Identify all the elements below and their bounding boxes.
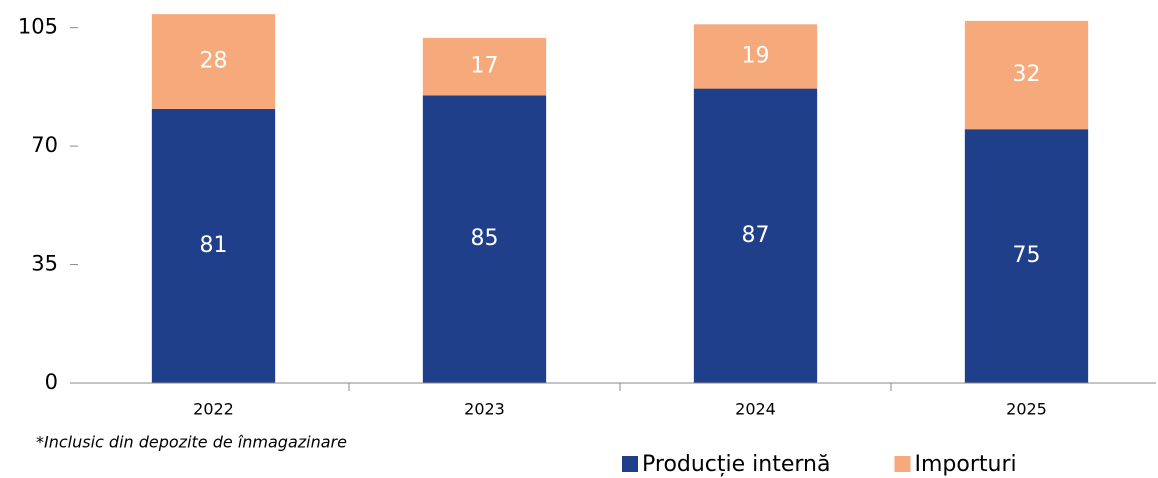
data-label: 19 xyxy=(742,43,770,68)
data-label: 81 xyxy=(200,233,228,258)
x-tick-label: 2023 xyxy=(464,400,505,419)
y-tick-label: 105 xyxy=(18,15,58,39)
bar-segment xyxy=(693,88,818,384)
x-tick-label: 2025 xyxy=(1006,400,1047,419)
data-label: 75 xyxy=(1013,243,1041,268)
y-tick-label: 0 xyxy=(45,370,58,394)
data-label: 85 xyxy=(471,226,499,251)
y-tick-label: 35 xyxy=(31,252,58,276)
legend-label: Importuri xyxy=(914,452,1016,477)
legend-swatch xyxy=(894,456,911,472)
bar-segment xyxy=(422,95,547,383)
x-tick-label: 2022 xyxy=(193,400,234,419)
bar-segment xyxy=(422,37,547,96)
data-label: 87 xyxy=(742,223,770,248)
data-label: 32 xyxy=(1013,62,1041,87)
y-tick-label: 70 xyxy=(31,133,58,157)
legend-swatch xyxy=(622,456,638,472)
annotation: *Inclusic din depozite de înmagazinare xyxy=(36,433,347,452)
bar-segment xyxy=(151,108,276,383)
bar-segment xyxy=(964,20,1089,130)
bar-segment xyxy=(964,129,1089,383)
data-label: 17 xyxy=(471,54,499,79)
legend-label: Producție internă xyxy=(642,452,830,477)
data-label: 28 xyxy=(200,49,228,74)
bar-segment xyxy=(151,14,276,109)
x-tick-label: 2024 xyxy=(735,400,776,419)
bar-segment xyxy=(693,24,818,89)
